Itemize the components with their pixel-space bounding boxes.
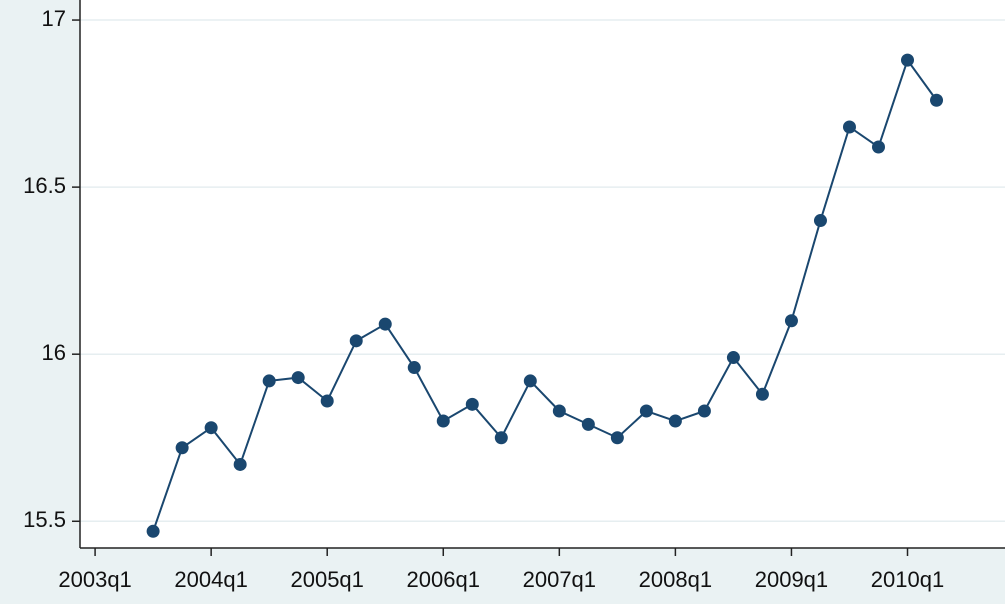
series-line: [152, 57, 938, 532]
x-tick-label: 2006q1: [407, 567, 480, 592]
point: [349, 334, 363, 348]
point: [407, 361, 421, 375]
point: [697, 404, 711, 418]
point: [436, 414, 450, 428]
point: [901, 53, 915, 67]
point: [320, 394, 334, 408]
point: [291, 371, 305, 385]
point: [668, 414, 682, 428]
y-tick-label: 16: [42, 340, 66, 365]
x-tick-label: 2007q1: [523, 567, 596, 592]
point: [262, 374, 276, 388]
x-tick-label: 2010q1: [871, 567, 944, 592]
point: [755, 387, 769, 401]
x-tick-label: 2003q1: [58, 567, 131, 592]
x-tick-label: 2008q1: [639, 567, 712, 592]
point: [233, 457, 247, 471]
y-tick-label: 17: [42, 6, 66, 31]
point: [494, 431, 508, 445]
x-tick-label: 2009q1: [755, 567, 828, 592]
y-tick-label: 15.5: [23, 507, 66, 532]
point: [871, 140, 885, 154]
y-tick-label: 16.5: [23, 173, 66, 198]
point: [465, 397, 479, 411]
point: [204, 421, 218, 435]
x-tick-label: 2005q1: [290, 567, 363, 592]
point: [813, 214, 827, 228]
point: [552, 404, 566, 418]
point: [842, 120, 856, 134]
point: [610, 431, 624, 445]
point: [523, 374, 537, 388]
point: [175, 441, 189, 455]
point: [378, 317, 392, 331]
point: [930, 93, 944, 107]
point: [146, 524, 160, 538]
point: [726, 351, 740, 365]
point: [581, 417, 595, 431]
point: [639, 404, 653, 418]
x-tick-label: 2004q1: [174, 567, 247, 592]
plot-area: [80, 0, 1005, 548]
point: [784, 314, 798, 328]
